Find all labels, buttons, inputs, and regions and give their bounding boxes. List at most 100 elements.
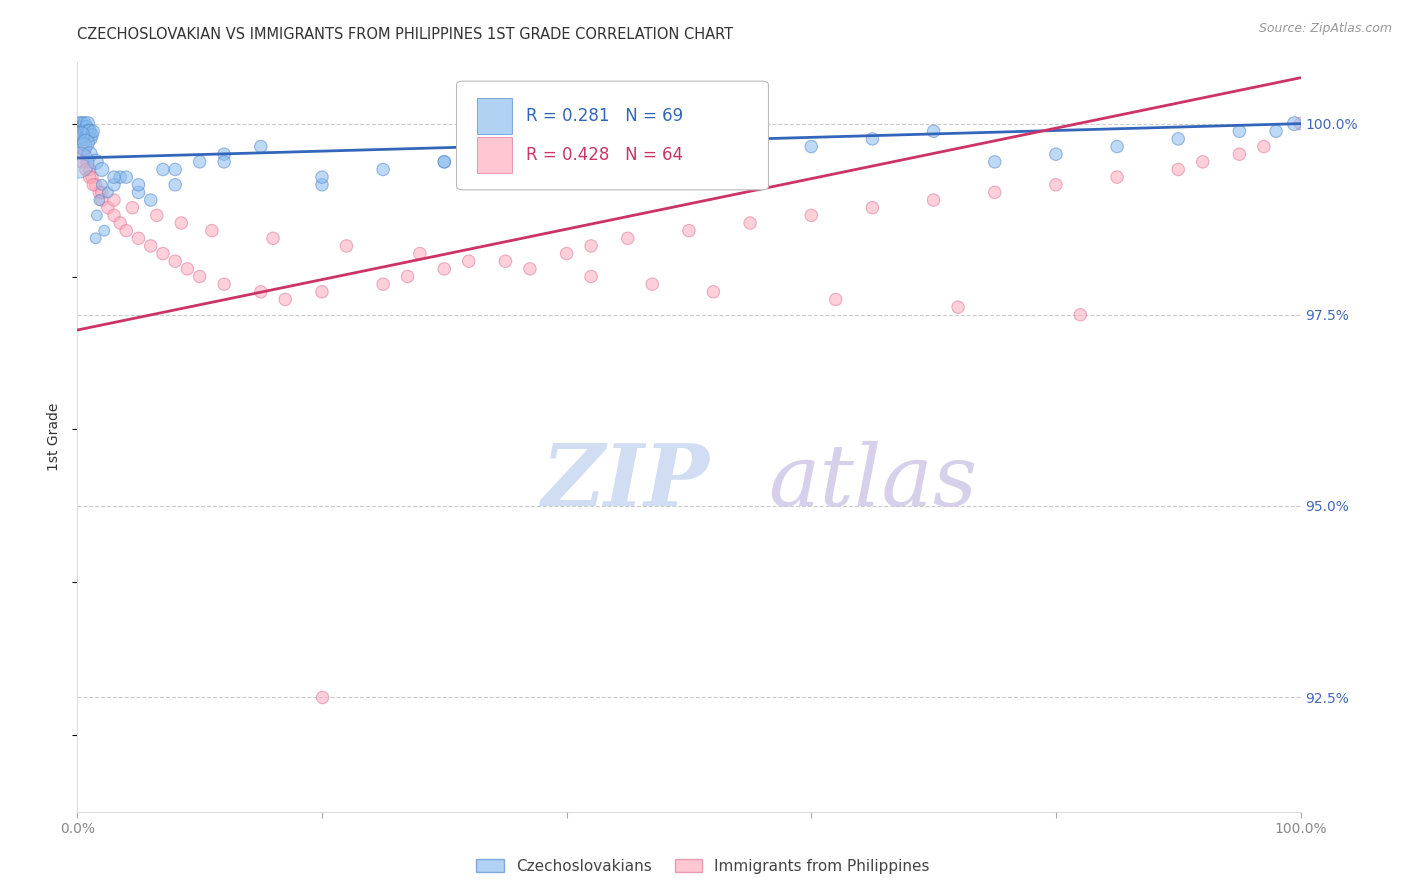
Point xyxy=(555,246,578,260)
Point xyxy=(250,139,273,153)
Point xyxy=(311,285,333,299)
Point xyxy=(433,154,456,169)
Point xyxy=(1107,170,1129,185)
Point xyxy=(165,254,187,268)
Point xyxy=(69,117,91,131)
Point xyxy=(1229,124,1251,138)
Point xyxy=(128,178,150,192)
Point xyxy=(75,162,97,177)
Point xyxy=(371,162,394,177)
Point xyxy=(82,124,104,138)
Point xyxy=(90,178,112,192)
Point xyxy=(678,154,700,169)
Point xyxy=(1069,308,1091,322)
Point xyxy=(495,254,517,268)
Point xyxy=(170,216,193,230)
Point xyxy=(922,124,945,138)
Point xyxy=(75,124,97,138)
Point xyxy=(311,690,333,704)
Point xyxy=(75,132,97,146)
Point xyxy=(1045,147,1067,161)
Point xyxy=(984,154,1007,169)
Point xyxy=(115,170,138,185)
Point xyxy=(70,124,93,138)
Point xyxy=(84,231,107,245)
Point xyxy=(1253,139,1275,153)
Point xyxy=(103,208,125,222)
Point xyxy=(740,147,762,161)
Point xyxy=(80,170,103,185)
Point xyxy=(89,186,111,200)
Point xyxy=(862,132,884,146)
Point xyxy=(70,128,93,142)
Point xyxy=(457,254,479,268)
Point xyxy=(212,147,235,161)
Point xyxy=(641,277,664,292)
Point xyxy=(1107,139,1129,153)
Point xyxy=(922,193,945,207)
Point xyxy=(93,224,115,238)
Point xyxy=(72,147,94,161)
Text: Source: ZipAtlas.com: Source: ZipAtlas.com xyxy=(1258,22,1392,36)
Point xyxy=(72,124,94,138)
Point xyxy=(73,120,96,135)
Point xyxy=(702,285,724,299)
Point xyxy=(80,128,103,142)
Point xyxy=(76,117,98,131)
Point xyxy=(152,162,174,177)
Point xyxy=(824,293,846,307)
Point xyxy=(1045,178,1067,192)
Point xyxy=(396,269,419,284)
Point xyxy=(212,277,235,292)
Point xyxy=(90,162,112,177)
Point xyxy=(108,170,131,185)
Point xyxy=(678,224,700,238)
Text: atlas: atlas xyxy=(769,441,977,524)
Point xyxy=(75,136,97,150)
Point xyxy=(146,208,169,222)
Point xyxy=(77,128,100,142)
Point xyxy=(617,132,640,146)
Point xyxy=(274,293,297,307)
Point xyxy=(800,139,823,153)
Bar xyxy=(477,98,512,135)
Point xyxy=(555,139,578,153)
Point xyxy=(740,216,762,230)
Point xyxy=(72,128,94,142)
Point xyxy=(165,178,187,192)
Point xyxy=(371,277,394,292)
Point xyxy=(409,246,432,260)
Point xyxy=(70,154,93,169)
Point xyxy=(121,201,143,215)
Point xyxy=(862,201,884,215)
Point xyxy=(165,162,187,177)
Point xyxy=(1167,162,1189,177)
Point xyxy=(70,132,93,146)
Point xyxy=(79,170,101,185)
Point xyxy=(212,154,235,169)
Point xyxy=(70,117,93,131)
Point xyxy=(82,178,104,192)
Point xyxy=(800,208,823,222)
Point xyxy=(311,178,333,192)
Point xyxy=(128,186,150,200)
Point xyxy=(1284,117,1306,131)
Legend: Czechoslovakians, Immigrants from Philippines: Czechoslovakians, Immigrants from Philip… xyxy=(470,853,936,880)
Point xyxy=(90,186,112,200)
Point xyxy=(77,124,100,138)
Point xyxy=(76,124,98,138)
FancyBboxPatch shape xyxy=(457,81,769,190)
Point xyxy=(579,239,602,253)
Y-axis label: 1st Grade: 1st Grade xyxy=(48,403,62,471)
Text: ZIP: ZIP xyxy=(543,441,710,524)
Point xyxy=(84,178,107,192)
Point xyxy=(311,170,333,185)
Point xyxy=(433,261,456,276)
Point xyxy=(1289,117,1312,131)
Point xyxy=(108,216,131,230)
Point xyxy=(103,170,125,185)
Point xyxy=(188,269,211,284)
Point xyxy=(946,300,969,314)
Point xyxy=(73,144,96,158)
Point xyxy=(79,162,101,177)
